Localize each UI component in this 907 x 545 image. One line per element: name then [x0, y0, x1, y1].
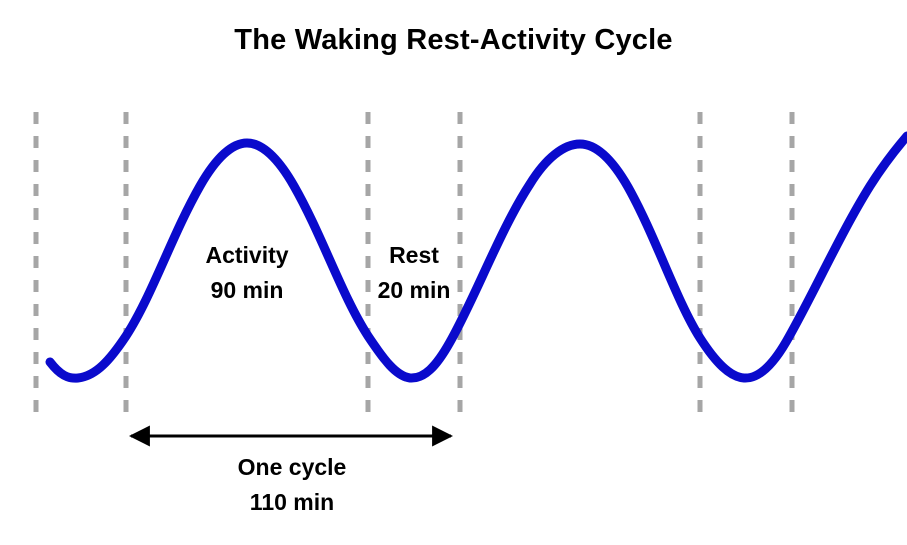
rest-phase-label-line2: 20 min: [377, 277, 451, 303]
activity-phase-label-line2: 90 min: [210, 277, 284, 303]
rest-phase-label-line1: Rest: [389, 242, 439, 268]
activity-phase-label-line1: Activity: [205, 242, 289, 268]
page-title: The Waking Rest-Activity Cycle: [234, 24, 673, 56]
rest-phase-label: Rest 20 min: [352, 238, 476, 308]
phase-boundary-lines: [33, 112, 795, 412]
rest-activity-wave: [45, 131, 907, 383]
cycle-duration-label-line1: One cycle: [237, 454, 347, 480]
activity-phase-label: Activity 90 min: [167, 238, 327, 308]
cycle-duration-label-line2: 110 min: [249, 489, 335, 515]
cycle-duration-label: One cycle 110 min: [192, 450, 392, 520]
